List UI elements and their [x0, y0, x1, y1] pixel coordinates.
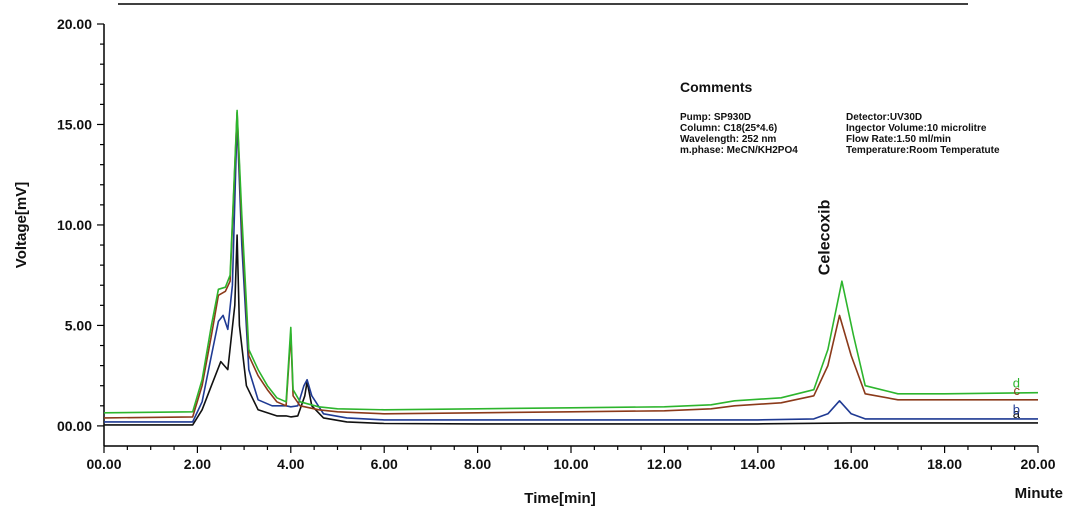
comment-temperature: Temperature:Room Temperatute — [846, 145, 1000, 156]
x-tick-label: 4.00 — [277, 456, 304, 472]
x-tick-label: 10.00 — [553, 456, 588, 472]
comment-wavelength: Wavelength: 252 nm — [680, 134, 776, 145]
x-tick-label: 2.00 — [184, 456, 211, 472]
comment-mobile-phase: m.phase: MeCN/KH2PO4 — [680, 145, 798, 156]
x-tick-label: 20.00 — [1020, 456, 1055, 472]
series-line-c — [103, 111, 1038, 419]
y-tick-label: 5.00 — [65, 317, 92, 333]
series-line-d — [103, 109, 1039, 414]
series-line-b — [104, 119, 1038, 423]
comment-detector: Detector:UV30D — [846, 112, 922, 123]
x-tick-label: 18.00 — [927, 456, 962, 472]
y-tick-label: 20.00 — [57, 16, 92, 32]
y-tick-label: 00.00 — [57, 418, 92, 434]
comment-column: Column: C18(25*4.6) — [680, 123, 777, 134]
x-tick-label: 12.00 — [647, 456, 682, 472]
y-axis-title: Voltage[mV] — [13, 182, 30, 268]
series-line-a — [104, 234, 1038, 426]
series-label-a: a — [1013, 406, 1021, 421]
x-tick-label: 16.00 — [834, 456, 869, 472]
comment-injector-volume: Ingector Volume:10 microlitre — [846, 123, 987, 134]
x-axis-ticks: 00.00 2.00 4.00 6.00 8.00 10.00 12.00 14.00 16.0… — [86, 446, 1056, 472]
x-tick-label: 00.00 — [86, 456, 121, 472]
series-label-d: d — [1013, 376, 1020, 391]
y-axis-ticks: 00.00 5.00 10.00 15.00 20.00 — [57, 16, 104, 434]
x-axis-unit: Minute — [1015, 485, 1063, 502]
series-lines — [103, 109, 1039, 426]
comments-box: Comments Pump: SP930D Column: C18(25*4.6… — [680, 79, 1000, 156]
plot-frame — [103, 24, 1038, 447]
series-label-b: b — [1013, 402, 1020, 417]
x-axis-title: Time[min] — [524, 490, 595, 507]
comment-flow-rate: Flow Rate:1.50 ml/min — [846, 134, 951, 145]
y-tick-label: 10.00 — [57, 217, 92, 233]
peak-label-celecoxib: Celecoxib — [817, 199, 834, 275]
series-label-c: c — [1014, 383, 1021, 398]
x-tick-label: 6.00 — [371, 456, 398, 472]
y-tick-label: 15.00 — [57, 116, 92, 132]
x-tick-label: 8.00 — [464, 456, 491, 472]
x-tick-label: 14.00 — [740, 456, 775, 472]
comments-title: Comments — [680, 79, 753, 95]
comment-pump: Pump: SP930D — [680, 112, 751, 123]
